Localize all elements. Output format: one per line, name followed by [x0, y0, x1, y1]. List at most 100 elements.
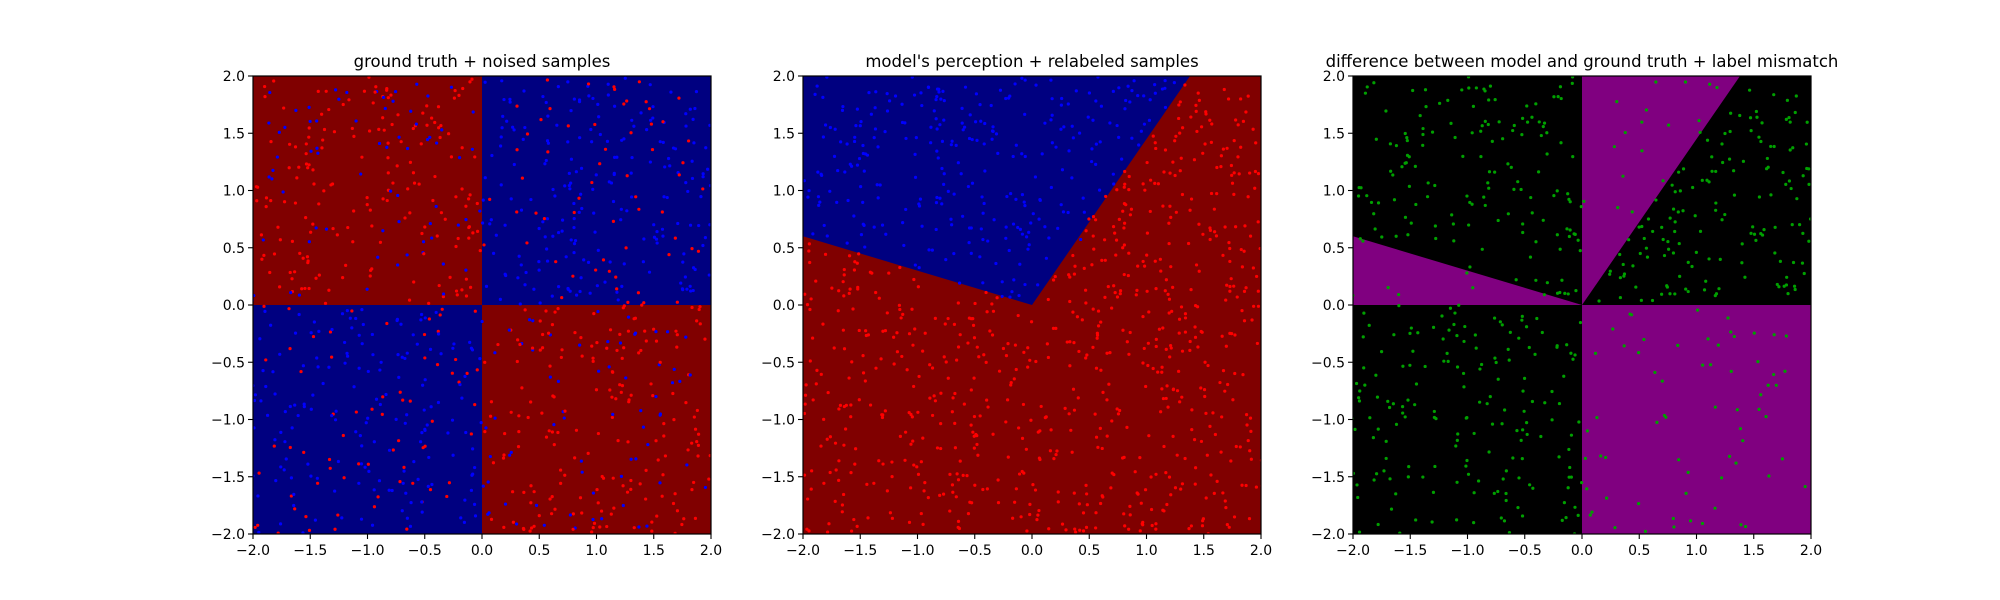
- data-point: [1756, 359, 1760, 364]
- data-point: [852, 268, 857, 272]
- data-point: [884, 232, 888, 236]
- data-point: [284, 457, 288, 461]
- data-point: [1488, 84, 1493, 88]
- data-point: [259, 233, 264, 237]
- data-point: [814, 279, 818, 283]
- data-point: [1114, 238, 1119, 242]
- data-point: [502, 525, 506, 529]
- data-point: [253, 393, 257, 397]
- data-point: [1148, 209, 1152, 214]
- data-point: [1401, 364, 1405, 368]
- data-point: [920, 224, 924, 228]
- data-point: [1676, 343, 1680, 347]
- data-point: [622, 262, 626, 266]
- data-point: [1365, 194, 1369, 198]
- data-point: [1149, 475, 1153, 479]
- data-point: [675, 333, 679, 337]
- data-point: [559, 481, 563, 485]
- data-point: [666, 156, 671, 161]
- data-point: [608, 260, 612, 264]
- data-point: [345, 351, 349, 355]
- data-point: [1165, 502, 1169, 507]
- data-point: [1732, 169, 1736, 173]
- data-point: [450, 371, 454, 375]
- data-point: [376, 255, 380, 259]
- data-point: [425, 138, 430, 142]
- data-point: [1118, 408, 1122, 413]
- data-point: [685, 463, 689, 467]
- data-point: [630, 118, 634, 122]
- data-point: [1651, 229, 1655, 234]
- data-point: [1232, 192, 1236, 196]
- data-point: [677, 96, 681, 100]
- data-point: [1487, 186, 1491, 190]
- data-point: [430, 419, 434, 423]
- data-point: [1109, 486, 1113, 490]
- data-point: [430, 236, 434, 240]
- data-point: [1147, 118, 1152, 122]
- data-point: [984, 360, 988, 364]
- data-point: [259, 399, 263, 403]
- data-point: [1755, 115, 1759, 119]
- data-point: [809, 487, 813, 491]
- data-point: [990, 302, 994, 306]
- data-point: [1562, 374, 1566, 378]
- data-point: [529, 501, 533, 505]
- data-point: [629, 487, 633, 491]
- data-point: [1734, 461, 1738, 465]
- data-point: [1250, 318, 1254, 322]
- data-point: [467, 236, 471, 240]
- data-point: [625, 174, 629, 178]
- data-point: [293, 403, 297, 407]
- data-point: [1071, 387, 1076, 391]
- data-point: [1608, 269, 1612, 273]
- data-point: [1154, 337, 1158, 341]
- data-point: [1020, 152, 1024, 156]
- data-point: [1168, 171, 1172, 175]
- data-point: [1406, 398, 1410, 402]
- data-point: [939, 446, 943, 451]
- data-point: [366, 369, 370, 374]
- data-point: [1076, 396, 1080, 400]
- data-point: [1059, 103, 1063, 107]
- data-point: [982, 142, 986, 146]
- data-point: [423, 356, 427, 360]
- data-point: [333, 527, 337, 531]
- data-point: [1759, 139, 1763, 144]
- data-point: [619, 390, 623, 394]
- data-point: [1199, 439, 1204, 444]
- data-point: [1521, 428, 1525, 432]
- data-point: [645, 128, 649, 132]
- data-point: [932, 394, 936, 398]
- data-point: [944, 360, 948, 364]
- data-point: [998, 88, 1003, 92]
- data-point: [997, 369, 1002, 373]
- data-point: [1078, 528, 1082, 532]
- data-point: [1506, 347, 1510, 351]
- data-point: [662, 195, 666, 199]
- data-point: [1492, 316, 1497, 320]
- data-point: [586, 260, 591, 264]
- data-point: [509, 410, 513, 414]
- data-point: [1464, 464, 1468, 468]
- data-point: [1036, 430, 1040, 434]
- data-point: [408, 399, 412, 403]
- data-point: [612, 104, 617, 108]
- data-point: [386, 141, 390, 145]
- data-point: [642, 301, 646, 305]
- data-point: [1160, 387, 1164, 391]
- data-point: [1096, 324, 1101, 328]
- data-point: [985, 487, 989, 491]
- data-point: [803, 402, 807, 406]
- data-point: [1101, 390, 1105, 394]
- x-tick-label: 1.5: [1743, 543, 1765, 559]
- data-point: [608, 388, 612, 392]
- data-point: [360, 308, 364, 312]
- data-point: [936, 156, 940, 160]
- data-point: [1720, 142, 1724, 146]
- data-point: [1161, 326, 1165, 330]
- data-point: [803, 393, 808, 397]
- data-point: [1695, 308, 1700, 312]
- data-point: [1471, 104, 1476, 108]
- data-point: [514, 522, 519, 526]
